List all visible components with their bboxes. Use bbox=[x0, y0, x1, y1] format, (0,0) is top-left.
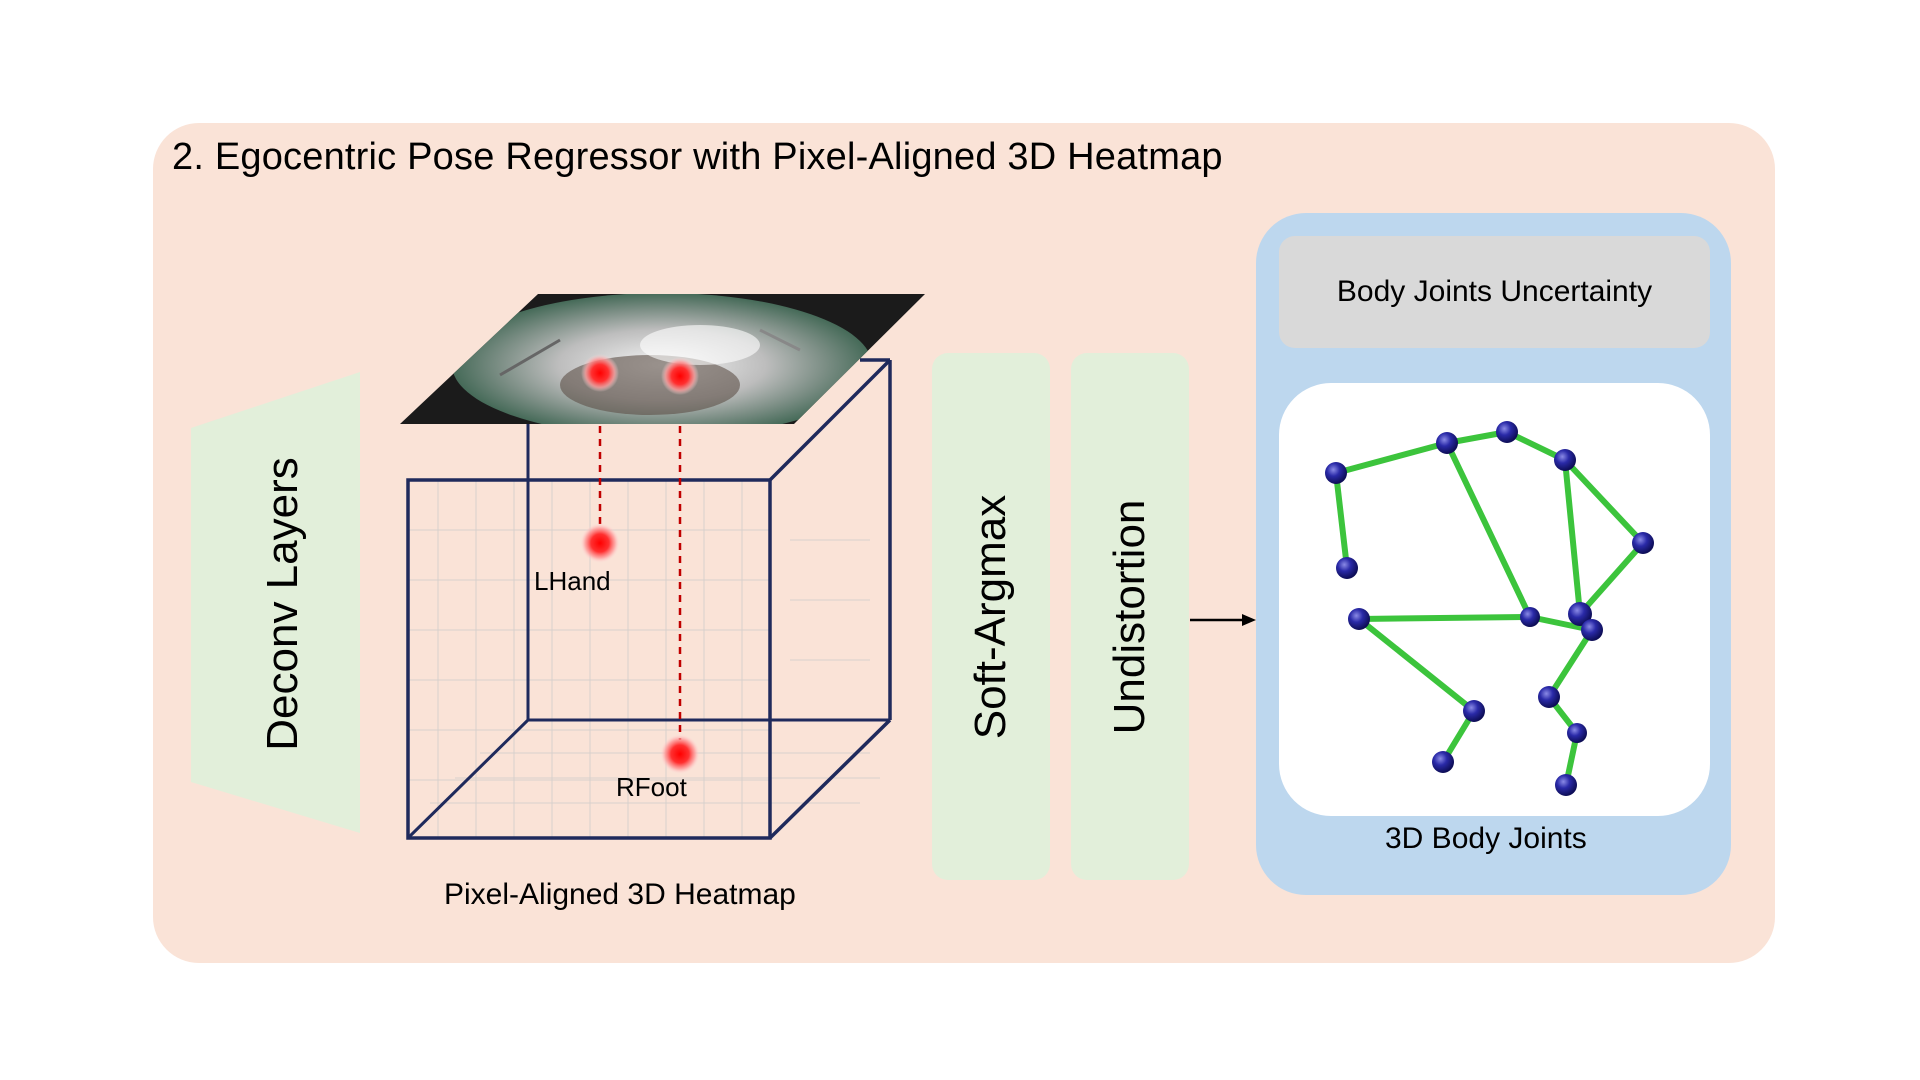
heatmap-grid bbox=[408, 480, 880, 838]
heatmap-caption: Pixel-Aligned 3D Heatmap bbox=[444, 878, 796, 911]
lhand-image-heat bbox=[581, 354, 619, 392]
rfoot-label: RFoot bbox=[616, 772, 687, 802]
undistortion-box: Undistortion bbox=[1071, 353, 1189, 880]
rfoot-image-heat bbox=[661, 357, 699, 395]
rfoot-volume-heat bbox=[660, 734, 700, 774]
lhand-volume-heat bbox=[580, 523, 620, 563]
uncertainty-label: Body Joints Uncertainty bbox=[1336, 275, 1653, 308]
joints-caption: 3D Body Joints bbox=[1385, 822, 1587, 855]
skeleton-bones bbox=[1333, 429, 1646, 788]
softargmax-box: Soft-Argmax bbox=[932, 353, 1050, 880]
right-arrow-icon bbox=[1242, 614, 1256, 626]
lhand-label: LHand bbox=[534, 566, 611, 596]
skeleton-joints bbox=[1325, 421, 1654, 796]
joints-box bbox=[1279, 383, 1710, 816]
uncertainty-box: Body Joints Uncertainty bbox=[1279, 236, 1710, 348]
panel-title: 2. Egocentric Pose Regressor with Pixel-… bbox=[172, 136, 1223, 178]
deconv-trapezoid bbox=[191, 372, 360, 833]
